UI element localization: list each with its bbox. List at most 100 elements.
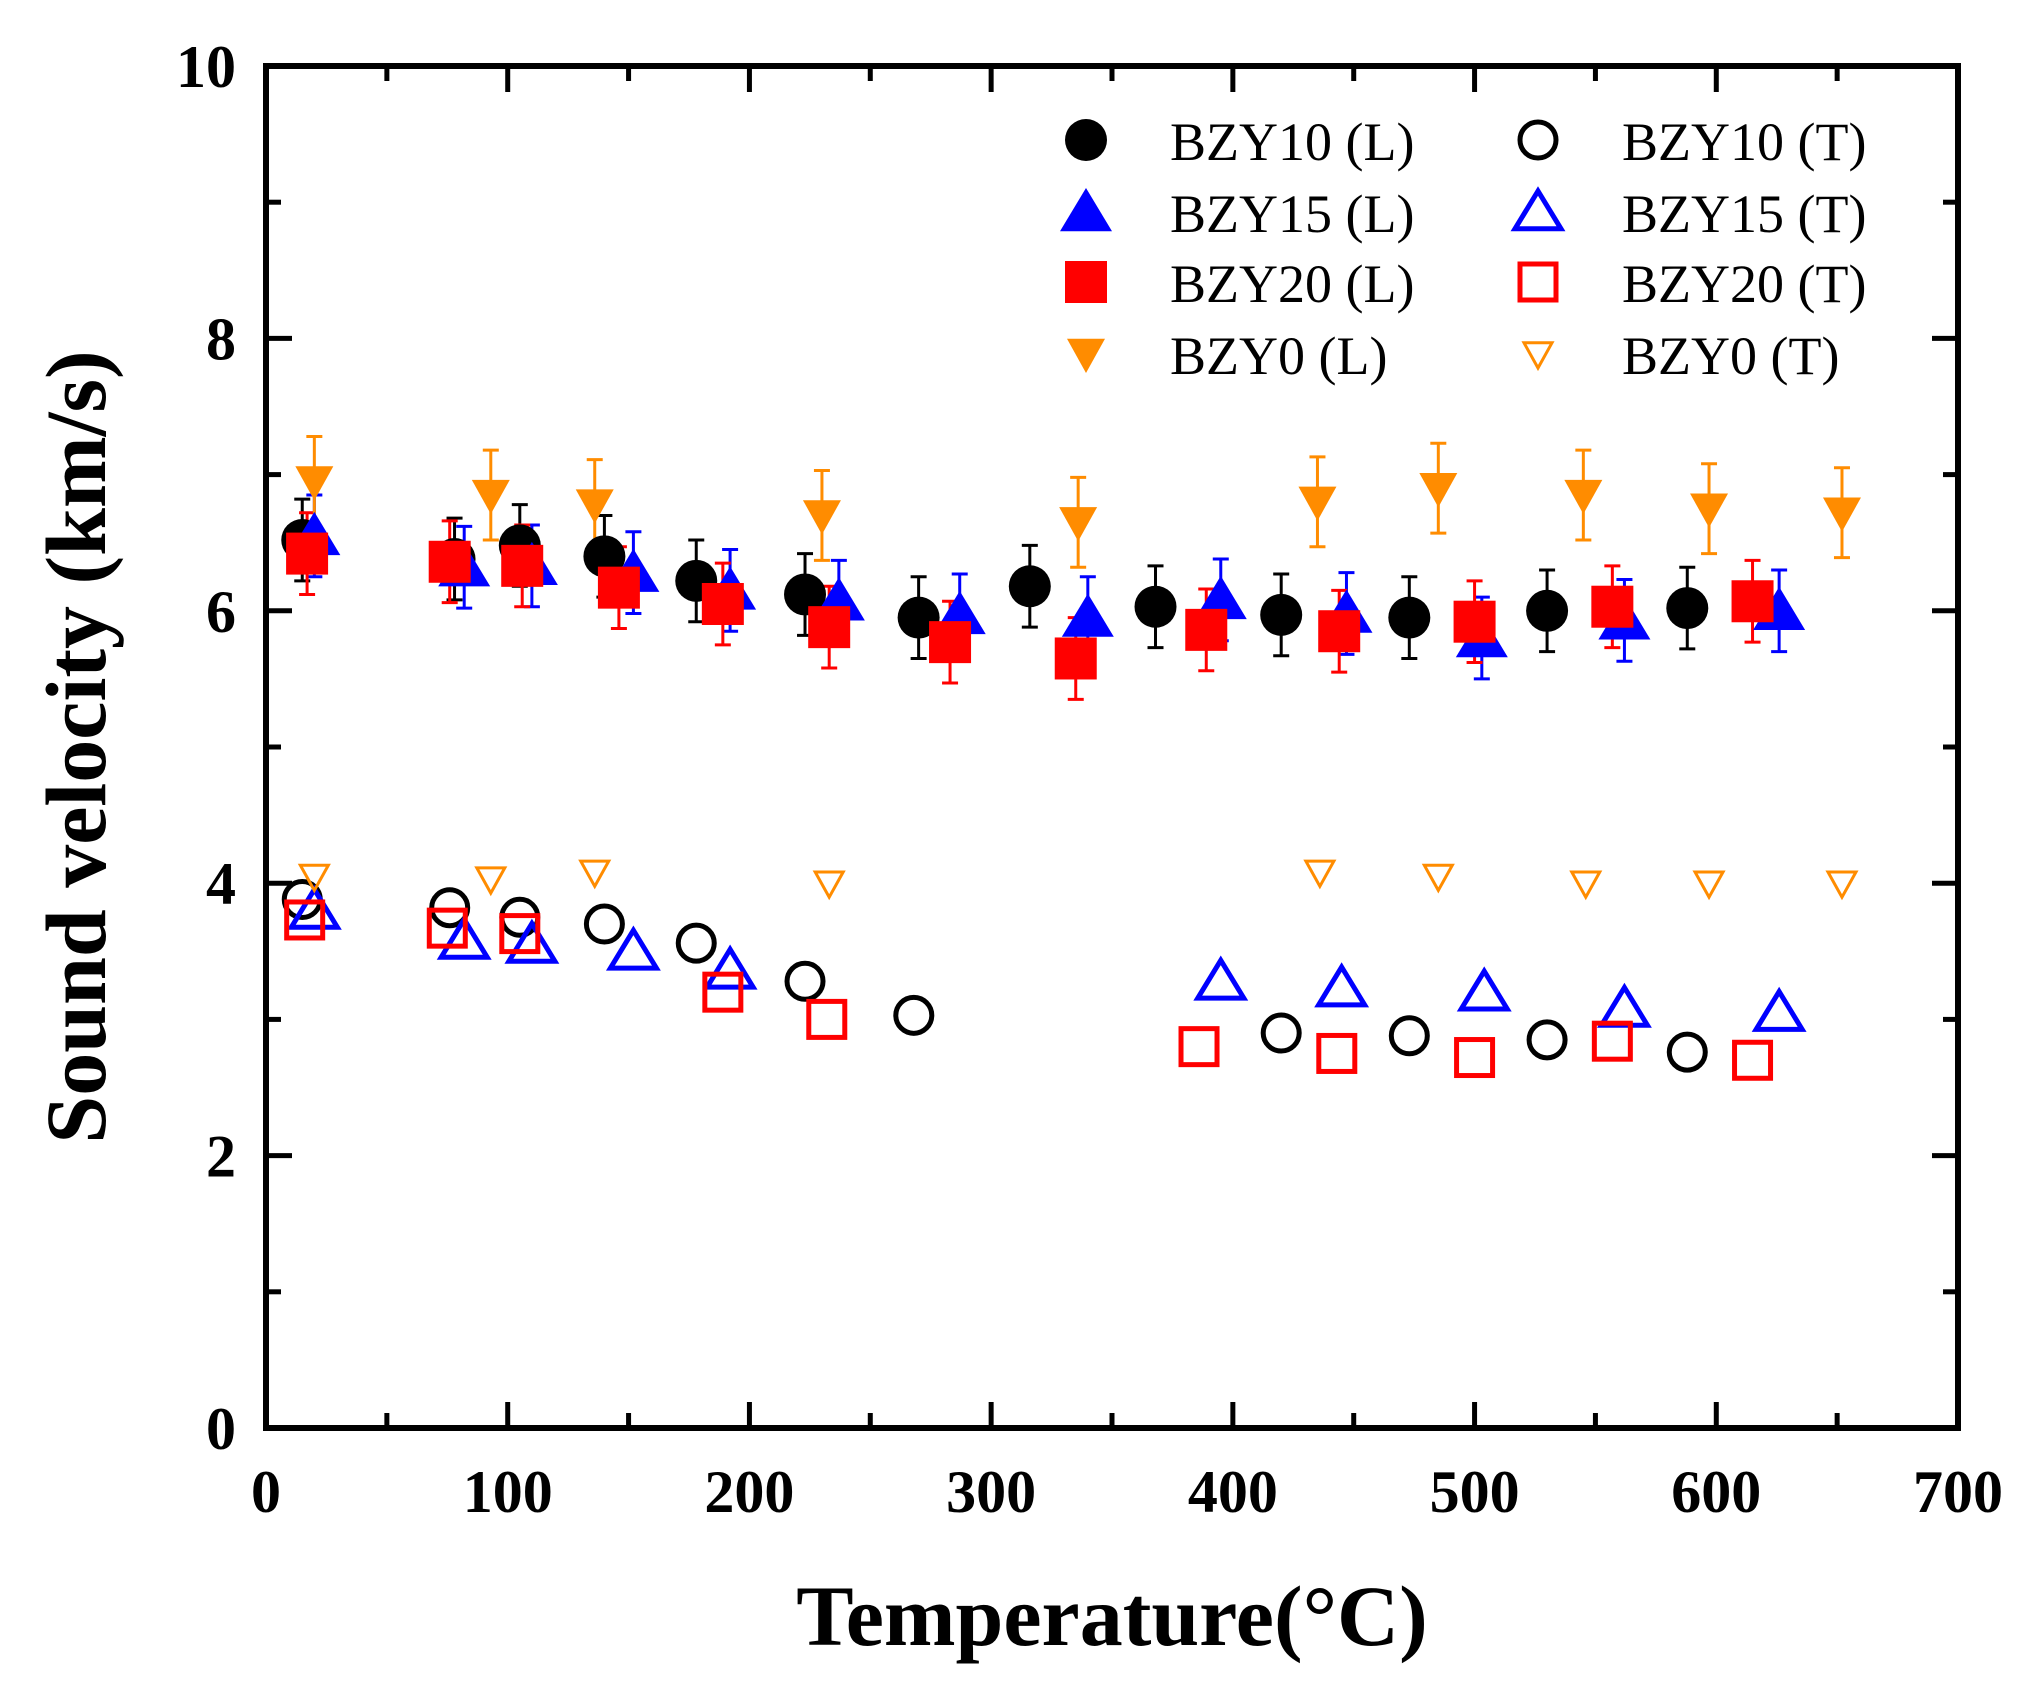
data-point (1732, 1039, 1774, 1081)
data-point (1731, 580, 1774, 623)
y-tick-label: 4 (206, 851, 236, 917)
data-point (1134, 585, 1177, 628)
data-point (1318, 610, 1361, 653)
legend-marker (1065, 119, 1107, 161)
data-point (1690, 493, 1729, 528)
data-point (605, 925, 661, 971)
data-point (1054, 637, 1097, 680)
data-point (1822, 497, 1861, 532)
data-point (436, 914, 492, 960)
legend-item: BZY0 (L) (1067, 326, 1387, 386)
data-point (1194, 575, 1247, 620)
legend-label: BZY20 (L) (1170, 254, 1414, 314)
data-point (1453, 600, 1496, 643)
y-tick-label: 10 (176, 34, 236, 100)
data-point (784, 573, 827, 616)
legend-marker (1517, 119, 1559, 161)
data-point (1185, 608, 1228, 651)
legend-label: BZY0 (L) (1170, 326, 1387, 386)
legend-item: BZY10 (T) (1517, 112, 1866, 172)
data-point (802, 500, 841, 535)
data-point (1825, 870, 1859, 901)
data-point (1059, 507, 1098, 542)
data-point (501, 544, 544, 587)
x-axis-title: Temperature(°C) (796, 1568, 1427, 1664)
axis-ticks (263, 63, 1961, 1431)
legend-marker (1067, 338, 1105, 373)
data-point (583, 903, 625, 945)
data-point (1419, 473, 1458, 508)
legend: BZY10 (L) BZY10 (T) BZY15 (L) BZY15 (T) BZY2… (1060, 112, 1866, 386)
data-point (808, 606, 851, 649)
data-point (1666, 1031, 1708, 1073)
legend-marker (1065, 261, 1107, 303)
x-tick-label: 400 (1188, 1459, 1278, 1525)
legend-label: BZY10 (T) (1622, 112, 1866, 172)
y-tick-label: 0 (206, 1396, 236, 1462)
legend-item: BZY15 (L) (1060, 184, 1414, 244)
data-point (474, 866, 508, 897)
data-point (499, 913, 541, 955)
data-point (1388, 596, 1431, 639)
legend-item: BZY15 (T) (1510, 184, 1866, 244)
data-point (1591, 1020, 1633, 1062)
legend-label: BZY15 (L) (1170, 184, 1414, 244)
data-point (597, 566, 640, 609)
y-tick-label: 6 (206, 579, 236, 645)
data-point (297, 863, 331, 894)
data-point (1454, 1037, 1496, 1079)
data-point (1456, 966, 1512, 1012)
legend-marker (1517, 261, 1559, 303)
data-point (1061, 593, 1114, 637)
x-tick-label: 0 (251, 1459, 281, 1525)
data-point (812, 870, 846, 901)
x-tick-label: 600 (1671, 1459, 1761, 1525)
y-axis-title: Sound velocity (km/s) (28, 350, 124, 1143)
legend-label: BZY0 (T) (1622, 326, 1839, 386)
data-point (471, 479, 510, 515)
data-point (1591, 585, 1634, 628)
data-point (1666, 587, 1709, 630)
y-tick-labels: 0 2 4 6 8 10 (176, 34, 236, 1462)
data-point (428, 540, 471, 583)
data-point (1421, 863, 1455, 894)
data-point (1178, 1026, 1220, 1068)
y-tick-label: 8 (206, 306, 236, 372)
data-point (1316, 1032, 1358, 1074)
data-point (1298, 486, 1337, 521)
data-point (1526, 589, 1569, 632)
x-tick-label: 700 (1913, 1459, 2003, 1525)
data-point (578, 859, 612, 890)
data-point (1751, 986, 1807, 1032)
legend-item: BZY20 (L) (1065, 254, 1414, 314)
legend-marker (1060, 188, 1112, 232)
data-point (1596, 982, 1652, 1028)
x-tick-labels: 0 100 200 300 400 500 600 700 (251, 1459, 2003, 1525)
data-point (1388, 1015, 1430, 1057)
x-tick-label: 300 (946, 1459, 1036, 1525)
data-point (295, 466, 334, 501)
data-point (575, 489, 614, 524)
legend-item: BZY20 (T) (1517, 254, 1866, 314)
legend-marker (1510, 186, 1566, 232)
data-point (1303, 859, 1337, 890)
legend-label: BZY10 (L) (1170, 112, 1414, 172)
data-point (1526, 1019, 1568, 1061)
data-points (281, 466, 1861, 1081)
legend-label: BZY20 (T) (1622, 254, 1866, 314)
data-point (1569, 870, 1603, 901)
legend-item: BZY10 (L) (1065, 112, 1414, 172)
data-point (284, 899, 326, 941)
data-point (1260, 1012, 1302, 1054)
data-point (286, 884, 342, 930)
legend-label: BZY15 (T) (1622, 184, 1866, 244)
data-point (1564, 479, 1603, 515)
data-point (1193, 955, 1249, 1001)
data-point (286, 532, 329, 575)
data-point (1692, 870, 1726, 901)
data-point (702, 944, 758, 990)
data-point (806, 998, 848, 1040)
data-point (784, 960, 826, 1002)
y-tick-label: 2 (206, 1124, 236, 1190)
